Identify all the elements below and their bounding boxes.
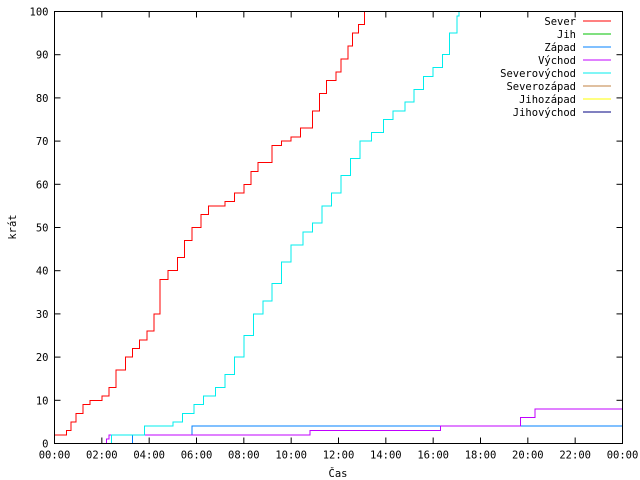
x-tick-label: 16:00 [417, 450, 449, 462]
x-tick-label: 00:00 [39, 450, 71, 462]
y-tick-label: 60 [36, 179, 49, 191]
x-tick-label: 04:00 [133, 450, 165, 462]
legend-label: Jihozápad [519, 94, 576, 106]
x-tick-label: 02:00 [86, 450, 118, 462]
y-tick-label: 50 [36, 223, 49, 235]
series-layer [54, 11, 623, 444]
x-tick-label: 22:00 [559, 450, 591, 462]
x-tick-label: 18:00 [465, 450, 497, 462]
x-tick-label: 14:00 [370, 450, 402, 462]
x-axis-label: Čas [329, 467, 348, 480]
legend-label: Jihovýchod [513, 107, 576, 119]
legend-label: Jih [557, 29, 576, 41]
legend-label: Východ [538, 55, 576, 67]
series-line-východ [106, 408, 623, 444]
x-tick-label: 12:00 [323, 450, 355, 462]
legend: SeverJihZápadVýchodSeverovýchodSeverozáp… [500, 16, 611, 119]
series-line-severovýchod [110, 11, 460, 444]
legend-label: Severozápad [506, 81, 576, 93]
x-tick-label: 00:00 [607, 450, 639, 462]
y-tick-label: 10 [36, 395, 49, 407]
series-line-sever [54, 11, 365, 436]
y-tick-label: 80 [36, 93, 49, 105]
y-tick-label: 40 [36, 266, 49, 278]
y-tick-label: 20 [36, 352, 49, 364]
x-tick-label: 08:00 [228, 450, 260, 462]
y-tick-label: 100 [30, 7, 49, 19]
plot-frame [54, 11, 623, 444]
legend-label: Západ [544, 42, 576, 54]
y-tick-label: 0 [42, 439, 48, 451]
y-tick-label: 70 [36, 136, 49, 148]
legend-label: Sever [544, 16, 576, 28]
y-tick-label: 90 [36, 50, 49, 62]
x-tick-label: 10:00 [275, 450, 307, 462]
ticks-layer: 0 10 20 30 40 50 60 70 80 90 100 00:00 02:00 04:00 06:… [30, 7, 639, 462]
legend-label: Severovýchod [500, 68, 576, 80]
x-tick-label: 20:00 [512, 450, 544, 462]
y-axis-label: krát [7, 214, 19, 239]
y-tick-label: 30 [36, 309, 49, 321]
x-tick-label: 06:00 [181, 450, 213, 462]
